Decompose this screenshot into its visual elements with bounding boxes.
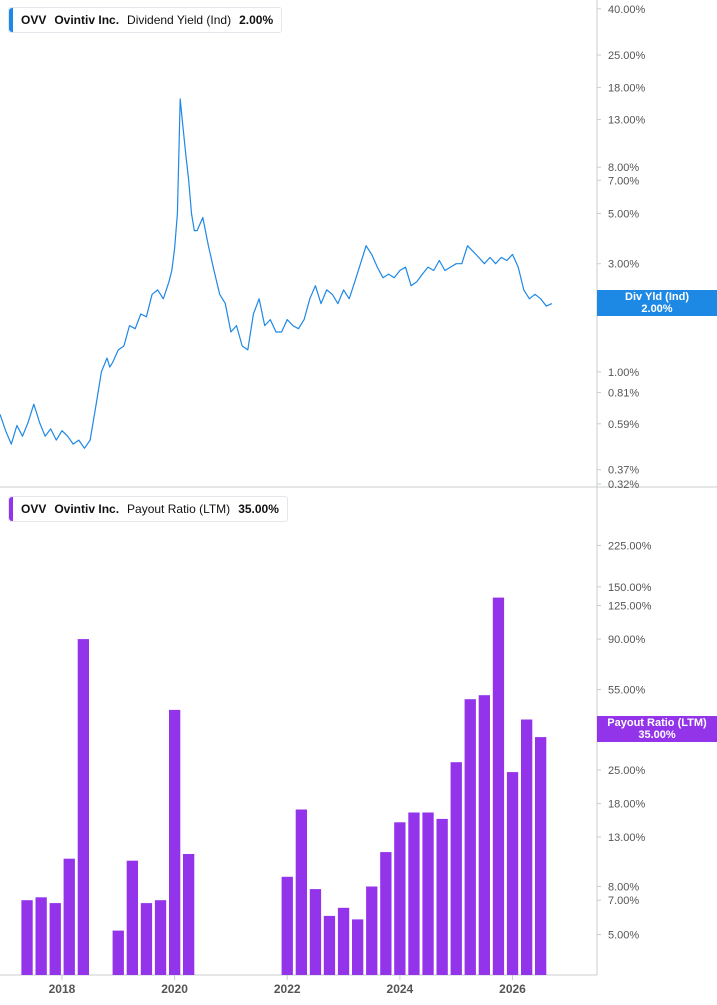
y-tick-label: 18.00% (608, 799, 646, 811)
dividend-yield-value-badge: Div Yld (Ind) 2.00% (597, 290, 717, 316)
y-tick-label: 0.37% (608, 465, 639, 477)
payout-ratio-bar (21, 900, 33, 975)
y-tick-label: 8.00% (608, 162, 639, 174)
payout-ratio-bar (464, 699, 476, 975)
x-tick-label: 2026 (499, 982, 526, 996)
legend-company: Ovintiv Inc. (54, 502, 120, 516)
badge-label: Payout Ratio (LTM) (607, 717, 707, 729)
legend-ticker: OVV (21, 13, 47, 27)
y-tick-label: 1.00% (608, 367, 639, 379)
dividend-yield-line (0, 98, 553, 449)
legend-color-bar (9, 8, 13, 32)
legend-company: Ovintiv Inc. (54, 13, 120, 27)
x-tick-label: 2020 (161, 982, 188, 996)
y-tick-label: 8.00% (608, 882, 639, 894)
y-tick-label: 0.81% (608, 388, 639, 400)
payout-ratio-bar (436, 818, 448, 975)
payout-ratio-bar (535, 737, 547, 975)
payout-ratio-bar (140, 903, 153, 975)
payout-ratio-bar (366, 886, 378, 975)
legend-value: 35.00% (238, 502, 279, 516)
dividend-yield-y-axis: 40.00% 25.00% 18.00% 13.00% 8.00%7.00% 5.00% 3… (597, 4, 646, 491)
payout-ratio-bar (450, 762, 462, 975)
y-tick-label: 0.59% (608, 419, 639, 431)
badge-value: 2.00% (641, 303, 673, 315)
x-tick-label: 2024 (387, 982, 414, 996)
payout-ratio-bar (309, 889, 322, 975)
payout-ratio-bar (337, 907, 350, 975)
y-tick-label: 0.32% (608, 479, 639, 491)
y-tick-label: 13.00% (608, 832, 646, 844)
y-tick-label: 225.00% (608, 540, 652, 552)
badge-value: 35.00% (638, 729, 676, 741)
dividend-yield-legend: OVV Ovintiv Inc. Dividend Yield (Ind) 2.… (8, 7, 283, 33)
payout-ratio-bar (323, 915, 336, 975)
badge-label: Div Yld (Ind) (625, 291, 689, 303)
payout-ratio-bar (422, 812, 434, 975)
payout-ratio-bar (478, 695, 490, 975)
payout-ratio-bar (521, 719, 533, 975)
payout-ratio-bar (394, 822, 406, 975)
y-tick-label: 25.00% (608, 50, 646, 62)
payout-ratio-bar (183, 854, 195, 975)
y-tick-label: 5.00% (608, 208, 639, 220)
legend-color-bar (9, 497, 13, 521)
y-tick-label: 7.00% (608, 895, 639, 907)
payout-ratio-bar (169, 709, 181, 975)
payout-ratio-bar (352, 919, 364, 975)
payout-ratio-value-badge: Payout Ratio (LTM) 35.00% (597, 716, 717, 742)
payout-ratio-bar (408, 812, 420, 975)
payout-ratio-bar (35, 897, 47, 975)
payout-ratio-bar (492, 597, 505, 975)
y-tick-label: 125.00% (608, 601, 652, 613)
payout-ratio-bar (154, 900, 167, 975)
dividend-yield-plot (0, 98, 553, 449)
y-tick-label: 7.00% (608, 175, 639, 187)
legend-metric: Payout Ratio (LTM) (127, 502, 231, 516)
y-tick-label: 13.00% (608, 114, 646, 126)
legend-value: 2.00% (239, 13, 274, 27)
y-tick-label: 3.00% (608, 259, 639, 271)
payout-ratio-bar (63, 858, 75, 975)
payout-ratio-plot (21, 597, 547, 975)
payout-ratio-bar (126, 860, 138, 975)
legend-ticker: OVV (21, 502, 47, 516)
payout-ratio-bar (295, 809, 307, 975)
payout-ratio-bar (281, 876, 293, 975)
payout-ratio-bar (380, 852, 392, 975)
legend-metric: Dividend Yield (Ind) (127, 13, 232, 27)
y-tick-label: 25.00% (608, 765, 646, 777)
payout-ratio-bar (49, 903, 61, 975)
y-tick-label: 150.00% (608, 582, 652, 594)
y-tick-label: 5.00% (608, 930, 639, 942)
payout-ratio-bar (506, 772, 519, 975)
x-tick-label: 2022 (274, 982, 301, 996)
payout-ratio-bar (112, 930, 124, 975)
x-axis: 2018 2020 2022 2024 2026 (49, 975, 526, 996)
y-tick-label: 55.00% (608, 684, 646, 696)
y-tick-label: 40.00% (608, 4, 646, 16)
y-tick-label: 18.00% (608, 82, 646, 94)
y-tick-label: 90.00% (608, 634, 646, 646)
payout-ratio-legend: OVV Ovintiv Inc. Payout Ratio (LTM) 35.0… (8, 496, 288, 522)
payout-ratio-bar (77, 639, 89, 975)
x-tick-label: 2018 (49, 982, 76, 996)
